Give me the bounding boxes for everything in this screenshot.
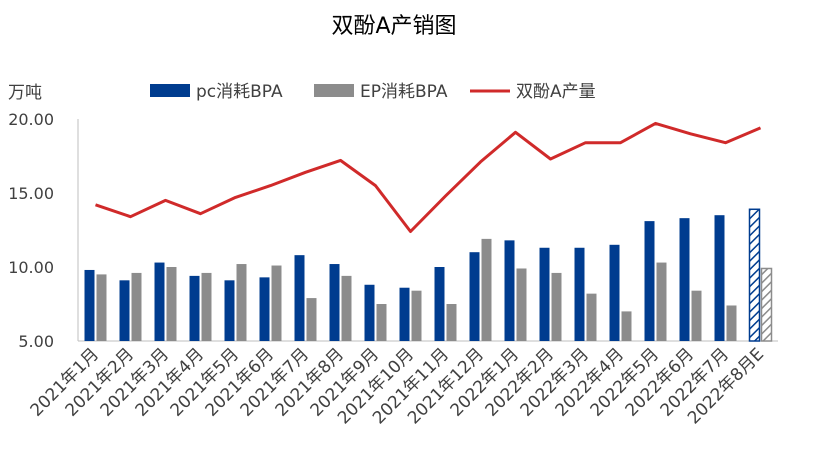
bar-ep xyxy=(96,274,107,341)
bar-pc xyxy=(364,284,375,341)
legend-label-pc: pc消耗BPA xyxy=(196,82,283,102)
legend-swatch-ep xyxy=(314,84,354,97)
bar-ep xyxy=(131,272,142,341)
bar-pc xyxy=(714,215,725,341)
y-tick-label: 5.00 xyxy=(18,332,54,351)
bar-ep xyxy=(236,264,247,341)
bar-ep xyxy=(656,262,667,341)
bar-pc xyxy=(644,221,655,341)
legend-swatch-pc xyxy=(150,84,190,97)
bar-ep xyxy=(446,304,457,341)
bar-ep xyxy=(691,290,702,341)
bar-ep xyxy=(271,265,282,341)
bar-pc xyxy=(469,252,480,341)
bar-pc xyxy=(539,247,550,341)
bar-ep xyxy=(726,305,737,341)
bar-ep xyxy=(201,272,212,341)
bar-pc xyxy=(504,240,515,341)
bar-ep xyxy=(166,267,177,341)
bar-pc xyxy=(84,269,95,341)
bar-ep xyxy=(481,238,492,341)
bar-ep xyxy=(621,311,632,341)
y-tick-label: 15.00 xyxy=(8,184,54,203)
bar-pc xyxy=(609,244,620,341)
bar-pc xyxy=(224,280,235,341)
bar-pc xyxy=(679,218,690,341)
production-line xyxy=(95,121,762,233)
bar-ep xyxy=(516,268,527,341)
bar-pc xyxy=(294,255,305,341)
bar-pc xyxy=(259,277,270,341)
bar-ep xyxy=(411,290,422,341)
bar-pc xyxy=(399,287,410,341)
bar-pc xyxy=(329,264,340,341)
y-tick-label: 10.00 xyxy=(8,258,54,277)
x-tick-labels: 2021年1月2021年2月2021年3月2021年4月2021年5月2021年… xyxy=(27,344,768,428)
bar-ep xyxy=(341,275,352,341)
bar-pc xyxy=(119,280,130,341)
legend-label-production: 双酚A产量 xyxy=(516,82,596,102)
legend-label-ep: EP消耗BPA xyxy=(360,82,448,102)
bar-pc xyxy=(574,247,585,341)
bar-pc xyxy=(154,262,165,341)
y-tick-label: 20.00 xyxy=(8,110,54,129)
bars-group xyxy=(84,208,773,342)
chart-title: 双酚A产销图 xyxy=(331,14,456,39)
bar-ep xyxy=(586,293,597,341)
bar-pc xyxy=(434,267,445,341)
line-group xyxy=(95,121,762,233)
bar-ep xyxy=(551,272,562,341)
bar-pc-estimated xyxy=(748,208,761,342)
bar-ep xyxy=(306,298,317,341)
y-axis-unit-label: 万吨 xyxy=(8,83,42,103)
bar-ep-estimated xyxy=(760,267,773,342)
bar-pc xyxy=(189,275,200,341)
legend: pc消耗BPA EP消耗BPA 双酚A产量 xyxy=(150,82,596,102)
bar-ep xyxy=(376,304,387,341)
